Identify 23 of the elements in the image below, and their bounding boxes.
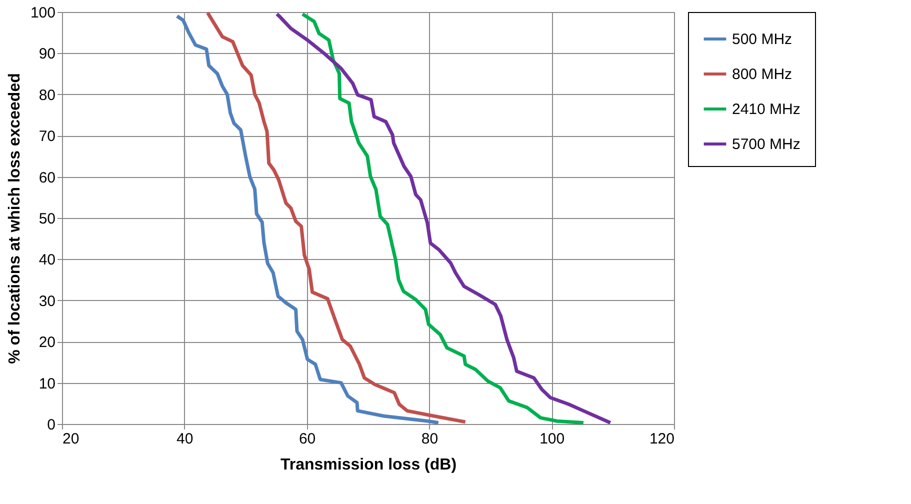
y-tick-label: 90: [38, 46, 56, 63]
x-tick-label: 80: [421, 430, 438, 448]
legend-label: 800 MHz: [732, 66, 792, 83]
y-tick-label: 100: [30, 4, 56, 22]
x-tick-label: 120: [649, 430, 674, 448]
legend-label: 5700 MHz: [732, 136, 800, 153]
x-tick-label: 100: [540, 430, 565, 448]
y-tick-label: 30: [38, 292, 56, 310]
y-tick-label: 60: [38, 169, 56, 186]
y-tick-label: 10: [38, 375, 56, 392]
y-tick-label: 80: [38, 86, 56, 104]
x-tick-label: 20: [62, 430, 80, 448]
legend-label: 2410 MHz: [732, 101, 800, 118]
x-tick-label: 60: [298, 430, 316, 448]
y-axis-title: % of locations at which loss exceeded: [6, 73, 24, 364]
y-tick-label: 0: [47, 416, 56, 434]
y-tick-label: 20: [38, 334, 56, 352]
y-tick-label: 70: [38, 128, 56, 146]
legend-label: 500 MHz: [732, 31, 792, 48]
x-axis-title: Transmission loss (dB): [280, 456, 457, 474]
y-tick-label: 40: [38, 252, 56, 269]
y-tick-label: 50: [38, 210, 56, 228]
x-tick-label: 40: [176, 430, 194, 448]
